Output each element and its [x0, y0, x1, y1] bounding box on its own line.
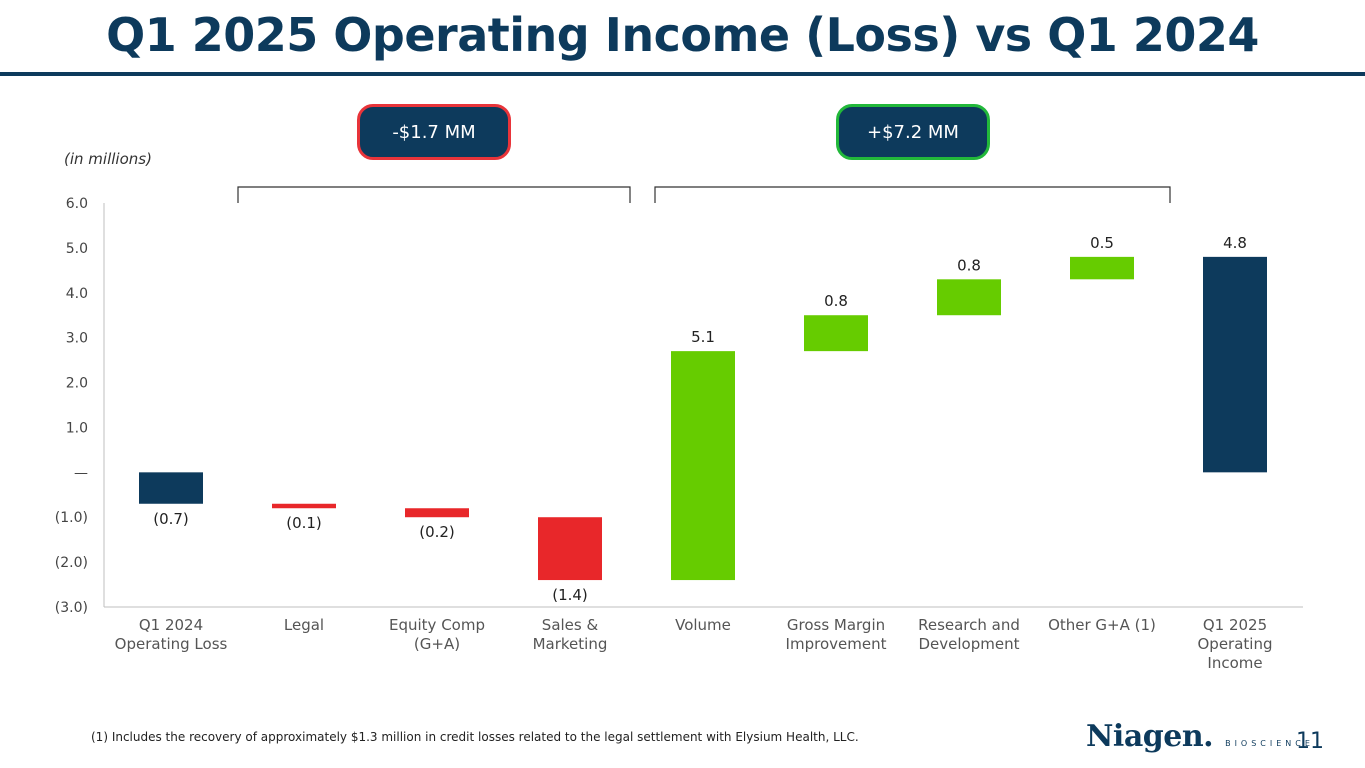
positive-change-callout: +$7.2 MM	[836, 104, 990, 160]
logo-wordmark: Niagen.	[1086, 719, 1214, 754]
x-category-label: Gross Margin Improvement	[786, 616, 887, 653]
waterfall-bar	[272, 503, 336, 509]
x-category-label-line: Income	[1207, 654, 1262, 672]
data-label: (0.2)	[419, 523, 455, 541]
x-category-label-line: Marketing	[533, 635, 608, 653]
x-category-label-line: (G+A)	[414, 635, 460, 653]
x-category-label-line: Operating	[1198, 635, 1273, 653]
bracket-positive	[654, 186, 1171, 203]
data-label: (1.4)	[552, 586, 588, 604]
waterfall-bar	[405, 508, 469, 518]
slide-title: Q1 2025 Operating Income (Loss) vs Q1 20…	[106, 8, 1259, 62]
data-label: 0.8	[824, 292, 848, 310]
y-tick-label: 1.0	[66, 420, 88, 436]
x-category-label-line: Operating Loss	[115, 635, 228, 653]
y-tick-label: —	[74, 465, 88, 481]
y-tick-label: 3.0	[66, 331, 88, 347]
logo-subtitle: BIOSCIENCE	[1225, 739, 1314, 748]
units-label: (in millions)	[64, 150, 152, 168]
x-category-label: Research and Development	[918, 616, 1020, 653]
data-label: (0.7)	[153, 510, 189, 528]
x-category-label-line: Gross Margin	[787, 616, 885, 634]
data-label: 0.8	[957, 256, 981, 274]
x-category-label: Q1 2024 Operating Loss	[115, 616, 228, 653]
waterfall-bar	[937, 279, 1001, 316]
data-label: 0.5	[1090, 234, 1114, 252]
negative-change-callout: -$1.7 MM	[357, 104, 511, 160]
y-tick-label: 4.0	[66, 286, 88, 302]
x-category-label-line: Q1 2025	[1203, 616, 1267, 634]
x-category-label-line: Volume	[675, 616, 731, 634]
x-category-label-line: Research and	[918, 616, 1020, 634]
x-category-label-line: Development	[919, 635, 1020, 653]
waterfall-bar	[538, 517, 602, 581]
x-category-label: Equity Comp (G+A)	[389, 616, 485, 653]
callout-brackets	[237, 186, 1171, 203]
y-tick-label: 5.0	[66, 241, 88, 257]
data-label: 5.1	[691, 328, 715, 346]
company-logo: Niagen. BIOSCIENCE	[1086, 719, 1314, 754]
footnote: (1) Includes the recovery of approximate…	[91, 730, 859, 744]
y-tick-label: (3.0)	[55, 600, 88, 616]
x-category-label-line: Equity Comp	[389, 616, 485, 634]
x-category-label: Sales & Marketing	[533, 616, 608, 653]
x-category-label: Legal	[284, 616, 324, 634]
x-category-label-line: Legal	[284, 616, 324, 634]
waterfall-bar	[1203, 256, 1267, 473]
y-tick-label: (1.0)	[55, 510, 88, 526]
x-category-label-line: Other G+A (1)	[1048, 616, 1156, 634]
x-category-label-line: Q1 2024	[139, 616, 203, 634]
data-label: (0.1)	[286, 514, 322, 532]
x-category-label-line: Improvement	[786, 635, 887, 653]
data-label: 4.8	[1223, 234, 1247, 252]
waterfall-bar	[139, 472, 203, 504]
waterfall-bar	[1070, 256, 1134, 280]
chart-axes: 6.0 5.0 4.0 3.0 2.0 1.0 — (1.0) (2.0) (3.0)	[55, 196, 1303, 616]
y-tick-label: 6.0	[66, 196, 88, 212]
y-tick-label: 2.0	[66, 376, 88, 392]
chart-labels: (0.7) Q1 2024 Operating Loss (0.1) Legal (0.2…	[115, 234, 1273, 672]
bracket-negative	[237, 186, 631, 203]
chart-bars	[139, 256, 1267, 581]
x-category-label-line: Sales &	[542, 616, 599, 634]
page-number: 11	[1296, 729, 1324, 754]
x-category-label: Other G+A (1)	[1048, 616, 1156, 634]
waterfall-bar	[671, 351, 735, 581]
y-tick-label: (2.0)	[55, 555, 88, 571]
title-divider	[0, 72, 1365, 76]
waterfall-bar	[804, 315, 868, 352]
x-category-label: Volume	[675, 616, 731, 634]
x-category-label: Q1 2025 Operating Income	[1198, 616, 1273, 672]
